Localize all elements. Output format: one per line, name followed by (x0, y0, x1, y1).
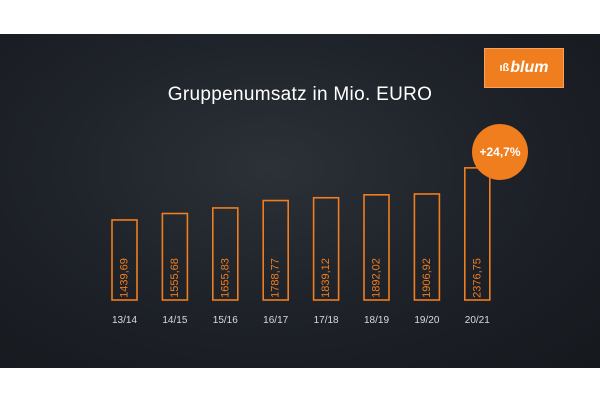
bar-13-14 (111, 219, 138, 301)
bar-chart: 1439,69 13/14 1555,68 14/15 1655,83 15/16 1788… (111, 167, 491, 326)
bar-value-label: 1906,92 (421, 258, 433, 298)
growth-badge-text: +24,7% (479, 145, 521, 159)
x-tick-label: 18/19 (364, 315, 389, 326)
x-tick-label: 13/14 (112, 315, 137, 326)
bar-value-label: 1839,12 (320, 258, 332, 298)
bar-14-15 (161, 212, 189, 301)
bar-18-19 (363, 194, 390, 301)
bar-17-18 (312, 196, 340, 301)
bar-value-label: 1655,83 (219, 258, 231, 298)
bar-15-16 (212, 207, 239, 301)
x-tick-label: 20/21 (465, 315, 490, 326)
bar-value-label: 1788,77 (270, 258, 282, 298)
x-tick-label: 15/16 (213, 315, 238, 326)
bar-16-17 (262, 199, 290, 301)
chart-title: Gruppenumsatz in Mio. EURO (167, 84, 433, 105)
growth-badge: +24,7% (472, 124, 528, 180)
x-tick-label: 17/18 (314, 315, 339, 326)
blum-logo: ıß blum (484, 48, 564, 88)
chart-slide: Gruppenumsatz in Mio. EURO ıß blum 1439,6… (0, 34, 600, 368)
x-tick-label: 14/15 (162, 315, 187, 326)
blum-logo-mark: ıß (499, 62, 510, 74)
x-tick-label: 19/20 (414, 315, 439, 326)
bar-value-label: 1892,02 (371, 258, 383, 298)
blum-logo-text: blum (510, 59, 549, 76)
x-tick-label: 16/17 (263, 315, 288, 326)
bar-19-20 (413, 193, 441, 301)
bar-value-label: 2376,75 (471, 258, 483, 298)
bar-value-label: 1439,69 (119, 258, 131, 298)
bar-value-label: 1555,68 (169, 258, 181, 298)
